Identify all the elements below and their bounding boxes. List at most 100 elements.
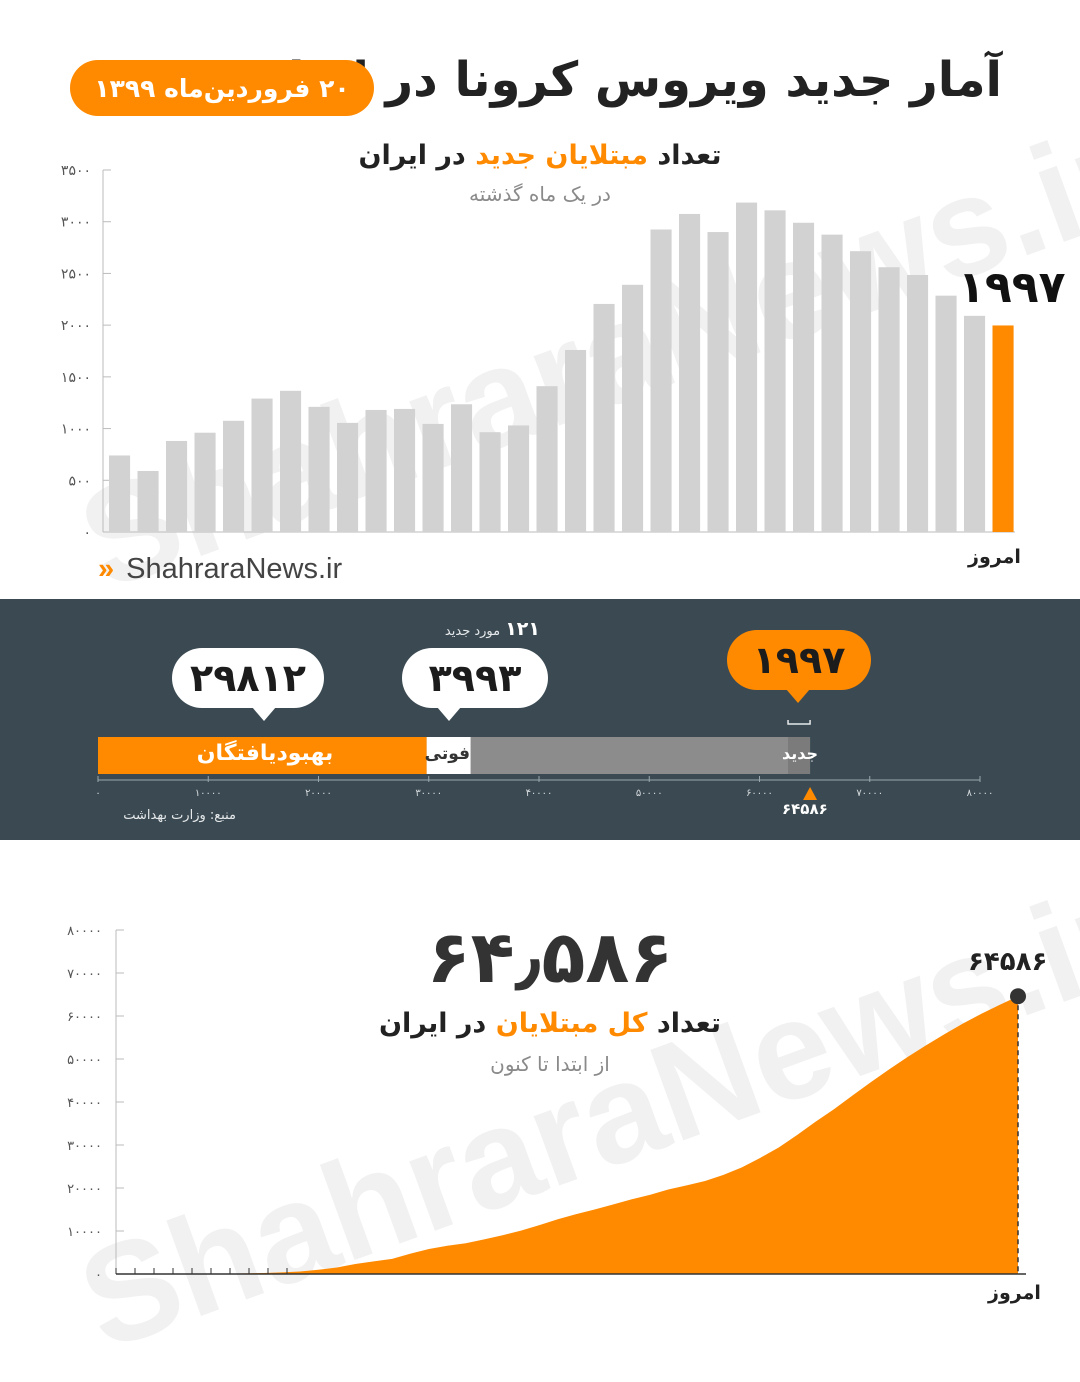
chart3-end-label: ۶۴۵۸۶ xyxy=(968,947,1048,977)
chart1-bar xyxy=(935,295,957,532)
band-segment xyxy=(470,737,789,774)
chart3-title: تعداد کل مبتلایان در ایران xyxy=(360,1008,740,1039)
band-x-tick-label: ۶۰۰۰۰ xyxy=(746,788,773,799)
total-marker-label: ۶۴۵۸۶ xyxy=(782,800,828,818)
chart1-bar xyxy=(992,325,1014,532)
chart3-y-tick-label: ۰ xyxy=(95,1268,102,1283)
chart1-bar xyxy=(650,229,672,532)
chart3-big-total: ۶۴٫۵۸۶ xyxy=(426,915,674,999)
chart1-bar xyxy=(394,408,416,532)
chart1-y-tick-label: ۳۰۰۰ xyxy=(61,215,91,231)
recovered-bubble: ۲۹۸۱۲ xyxy=(172,648,324,708)
chart1-bar xyxy=(337,422,359,532)
chart1-bar xyxy=(793,222,815,532)
chart3-area xyxy=(116,996,1018,1274)
chart1-bar xyxy=(593,303,615,532)
chart1-bar xyxy=(821,234,843,532)
chart3-y-tick-label: ۱۰۰۰۰ xyxy=(67,1225,102,1240)
new-cases-bubble-tail xyxy=(786,689,810,703)
band-x-tick-label: ۱۰۰۰۰ xyxy=(195,788,222,799)
band-new-bracket xyxy=(787,720,811,725)
chart1-bar xyxy=(764,210,786,532)
chart1-bar xyxy=(878,267,900,532)
chart1-bar xyxy=(622,284,644,532)
chart1-subtitle: در یک ماه گذشته xyxy=(469,182,611,206)
chart1-bar xyxy=(565,349,587,532)
chart1-y-tick-label: ۱۵۰۰ xyxy=(61,370,91,386)
chart3-title-pre: تعداد xyxy=(647,1008,721,1039)
chart1-title-post: در ایران xyxy=(358,140,476,171)
chart1-today-label: امروز xyxy=(968,546,1021,568)
chart1-bar xyxy=(707,232,729,533)
chart3-y-tick-label: ۴۰۰۰۰ xyxy=(67,1096,102,1111)
chart3-y-tick-label: ۷۰۰۰۰ xyxy=(67,967,102,982)
chart1-bar xyxy=(907,274,929,532)
chart1-title-accent: مبتلایان جدید xyxy=(475,140,648,171)
band-x-tick-label: ۳۰۰۰۰ xyxy=(415,788,442,799)
chart3-subtitle: از ابتدا تا کنون xyxy=(490,1052,610,1076)
band-x-tick-label: ۵۰۰۰۰ xyxy=(636,788,663,799)
chart3-y-tick-label: ۲۰۰۰۰ xyxy=(67,1182,102,1197)
chevron-icon: » xyxy=(98,553,115,585)
chart3-end-dot xyxy=(1010,988,1026,1005)
chart1-bar xyxy=(479,432,501,532)
chart3-today-label: امروز xyxy=(988,1282,1041,1304)
chart1-bar xyxy=(422,423,444,532)
chart1-bar xyxy=(137,470,159,532)
deaths-bubble: ۳۹۹۳ xyxy=(402,648,548,708)
chart1-bar xyxy=(166,440,188,532)
date-badge: ۲۰ فروردین‌ماه ۱۳۹۹ xyxy=(70,60,374,116)
chart1-y-tick-label: ۲۵۰۰ xyxy=(61,266,91,282)
deaths-label: فوتی xyxy=(424,744,470,764)
chart1-latest-value: ۱۹۹۷ xyxy=(958,262,1066,313)
chart3-y-tick-label: ۶۰۰۰۰ xyxy=(67,1010,102,1025)
band-segment xyxy=(788,737,811,774)
chart1-title: تعداد مبتلایان جدید در ایران xyxy=(350,140,730,171)
new-cases-bubble: ۱۹۹۷ xyxy=(727,630,871,690)
band-x-tick-label: ۷۰۰۰۰ xyxy=(856,788,883,799)
stacked-totals-bar: ۰ ۱۰۰۰۰ ۲۰۰۰۰ ۳۰۰۰۰ ۴۰۰۰۰ ۵۰۰۰۰ ۶۰۰۰۰ ۷۰۰۰۰ ۸۰۰۰… xyxy=(95,720,994,800)
chart1-bar xyxy=(964,315,986,532)
recovered-label: بهبودیافتگان xyxy=(196,741,334,766)
chart3-y-tick-label: ۵۰۰۰۰ xyxy=(67,1053,102,1068)
band-x-tick-label: ۸۰۰۰۰ xyxy=(967,788,994,799)
chart1-bar xyxy=(251,398,273,532)
chart1-y-tick-label: ۲۰۰۰ xyxy=(61,318,91,334)
chart1-bar xyxy=(223,420,245,532)
chart1-bar xyxy=(194,432,216,532)
site-link[interactable]: » ShahraraNews.ir xyxy=(98,553,342,586)
chart3-area-chart: ۰ ۱۰۰۰۰ ۲۰۰۰۰ ۳۰۰۰۰ ۴۰۰۰۰ ۵۰۰۰۰ ۶۰۰۰۰ ۷۰۰۰۰ ۸۰۰۰… xyxy=(67,924,1026,1283)
band-x-tick-label: ۲۰۰۰۰ xyxy=(305,788,332,799)
chart1-bar xyxy=(280,390,302,532)
chart1-bar xyxy=(536,386,558,532)
chart1-bar xyxy=(508,425,530,532)
band-x-tick-label: ۴۰۰۰۰ xyxy=(526,788,553,799)
new-label: جدید xyxy=(781,744,819,763)
chart1-bar xyxy=(308,406,330,532)
new-deaths-number: ۱۲۱ xyxy=(505,618,540,640)
chart1-bar xyxy=(109,455,131,532)
chart3-title-accent: کل مبتلایان xyxy=(495,1008,648,1039)
chart1-bar xyxy=(850,251,872,532)
chart1-title-pre: تعداد xyxy=(647,140,722,171)
site-label: ShahraraNews.ir xyxy=(126,553,343,585)
deaths-bubble-tail xyxy=(437,707,461,721)
band-segment xyxy=(426,737,471,774)
chart1-bar xyxy=(679,213,701,532)
band-total-marker xyxy=(803,787,818,800)
chart1-y-tick-label: ۳۵۰۰ xyxy=(61,163,91,179)
chart1-y-tick-label: ۵۰۰ xyxy=(68,473,91,489)
new-deaths-text: مورد جدید xyxy=(444,624,501,639)
recovered-bubble-tail xyxy=(252,707,276,721)
band-segment xyxy=(98,737,427,774)
chart1-y-tick-label: ۱۰۰۰ xyxy=(61,422,91,438)
chart1-bar xyxy=(365,409,387,532)
summary-band xyxy=(0,599,1080,840)
band-x-tick-label: ۰ xyxy=(95,788,100,799)
chart1-bar xyxy=(736,202,758,532)
chart3-title-post: در ایران xyxy=(379,1008,496,1039)
source-note: منبع: وزارت بهداشت xyxy=(123,808,236,823)
chart3-y-tick-label: ۸۰۰۰۰ xyxy=(67,924,102,939)
chart1-bar-chart: ۰ ۵۰۰ ۱۰۰۰ ۱۵۰۰ ۲۰۰۰ ۲۵۰۰ ۳۰۰۰ ۳۵۰۰ xyxy=(61,163,1015,541)
chart1-y-tick-label: ۰ xyxy=(83,525,91,541)
